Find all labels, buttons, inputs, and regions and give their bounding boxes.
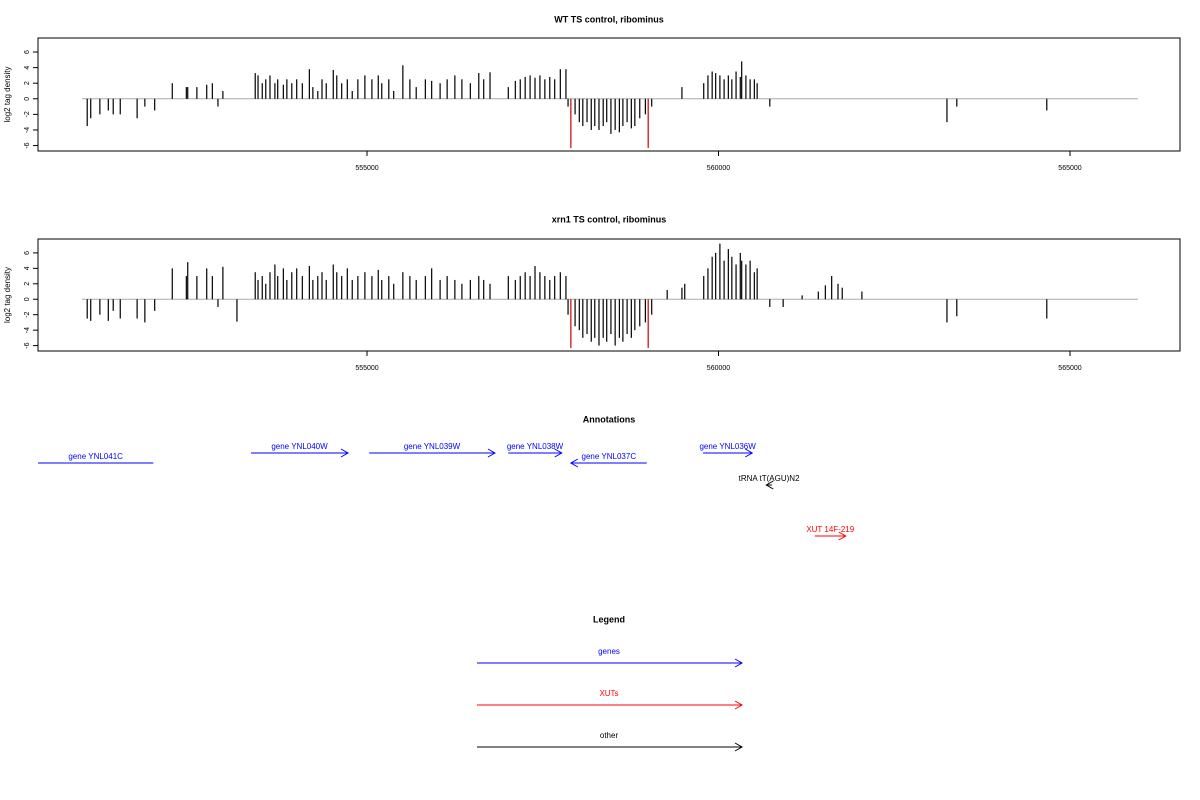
feature-arrow-head [838, 531, 847, 541]
x-tick-label: 555000 [355, 165, 378, 172]
y-tick-label: 2 [24, 81, 31, 85]
y-tick-label: 6 [24, 251, 31, 255]
y-axis-label: log2 tag density [3, 66, 12, 122]
y-tick-label: -2 [24, 111, 31, 117]
legend-title: Legend [593, 614, 625, 624]
feature-arrow [569, 458, 647, 468]
y-tick-label: -2 [24, 311, 31, 317]
feature-label: XUT 14F-219 [806, 525, 854, 534]
y-tick-label: -4 [24, 127, 31, 133]
legend-arrow-head [734, 658, 744, 668]
feature-arrow-head [554, 448, 563, 458]
feature-label: gene YNL040W [271, 442, 328, 451]
feature-label: gene YNL039W [404, 442, 461, 451]
feature-arrow-head [487, 448, 496, 458]
feature-arrow [508, 448, 563, 458]
legend-label: genes [598, 647, 620, 656]
feature-label: gene YNL037C [582, 452, 637, 461]
feature-arrow-head [744, 448, 754, 458]
y-tick-label: 6 [24, 50, 31, 54]
x-tick-label: 555000 [355, 365, 378, 372]
plot-frame [37, 238, 1181, 352]
legend-arrow [477, 700, 744, 710]
chart-title: xrn1 TS control, ribominus [552, 214, 667, 224]
y-tick-label: 0 [24, 97, 31, 101]
feature-label: tRNA tT(AGU)N2 [739, 474, 800, 483]
feature-arrow [814, 531, 847, 541]
x-tick-label: 560000 [707, 365, 730, 372]
y-tick-label: 4 [24, 66, 31, 70]
feature-label: gene YNL036W [699, 442, 756, 451]
y-tick-label: 4 [24, 266, 31, 270]
annotations-title: Annotations [583, 414, 636, 424]
y-tick-label: 2 [24, 282, 31, 286]
legend-arrow [477, 658, 744, 668]
legend-arrow-head [734, 742, 744, 752]
legend-label: XUTs [599, 689, 618, 698]
plot-frame [37, 37, 1181, 152]
y-tick-label: -4 [24, 327, 31, 333]
legend-arrow-head [734, 700, 744, 710]
y-tick-label: 0 [24, 297, 31, 301]
x-tick-label: 565000 [1058, 365, 1081, 372]
feature-arrow [703, 448, 754, 458]
legend-arrow [477, 742, 744, 752]
legend-label: other [600, 731, 619, 740]
feature-arrow [251, 448, 350, 458]
x-tick-label: 565000 [1058, 165, 1081, 172]
feature-arrow [369, 448, 496, 458]
y-axis-label: log2 tag density [3, 267, 12, 323]
feature-arrow-head [765, 480, 774, 490]
y-tick-label: -6 [24, 342, 31, 348]
feature-arrow-head [340, 448, 350, 458]
feature-arrow-head [569, 458, 579, 468]
x-tick-label: 560000 [707, 165, 730, 172]
feature-label: gene YNL038W [507, 442, 564, 451]
y-tick-label: -6 [24, 142, 31, 148]
feature-label: gene YNL041C [68, 452, 123, 461]
chart-title: WT TS control, ribominus [554, 14, 664, 24]
feature-arrow [765, 480, 774, 490]
